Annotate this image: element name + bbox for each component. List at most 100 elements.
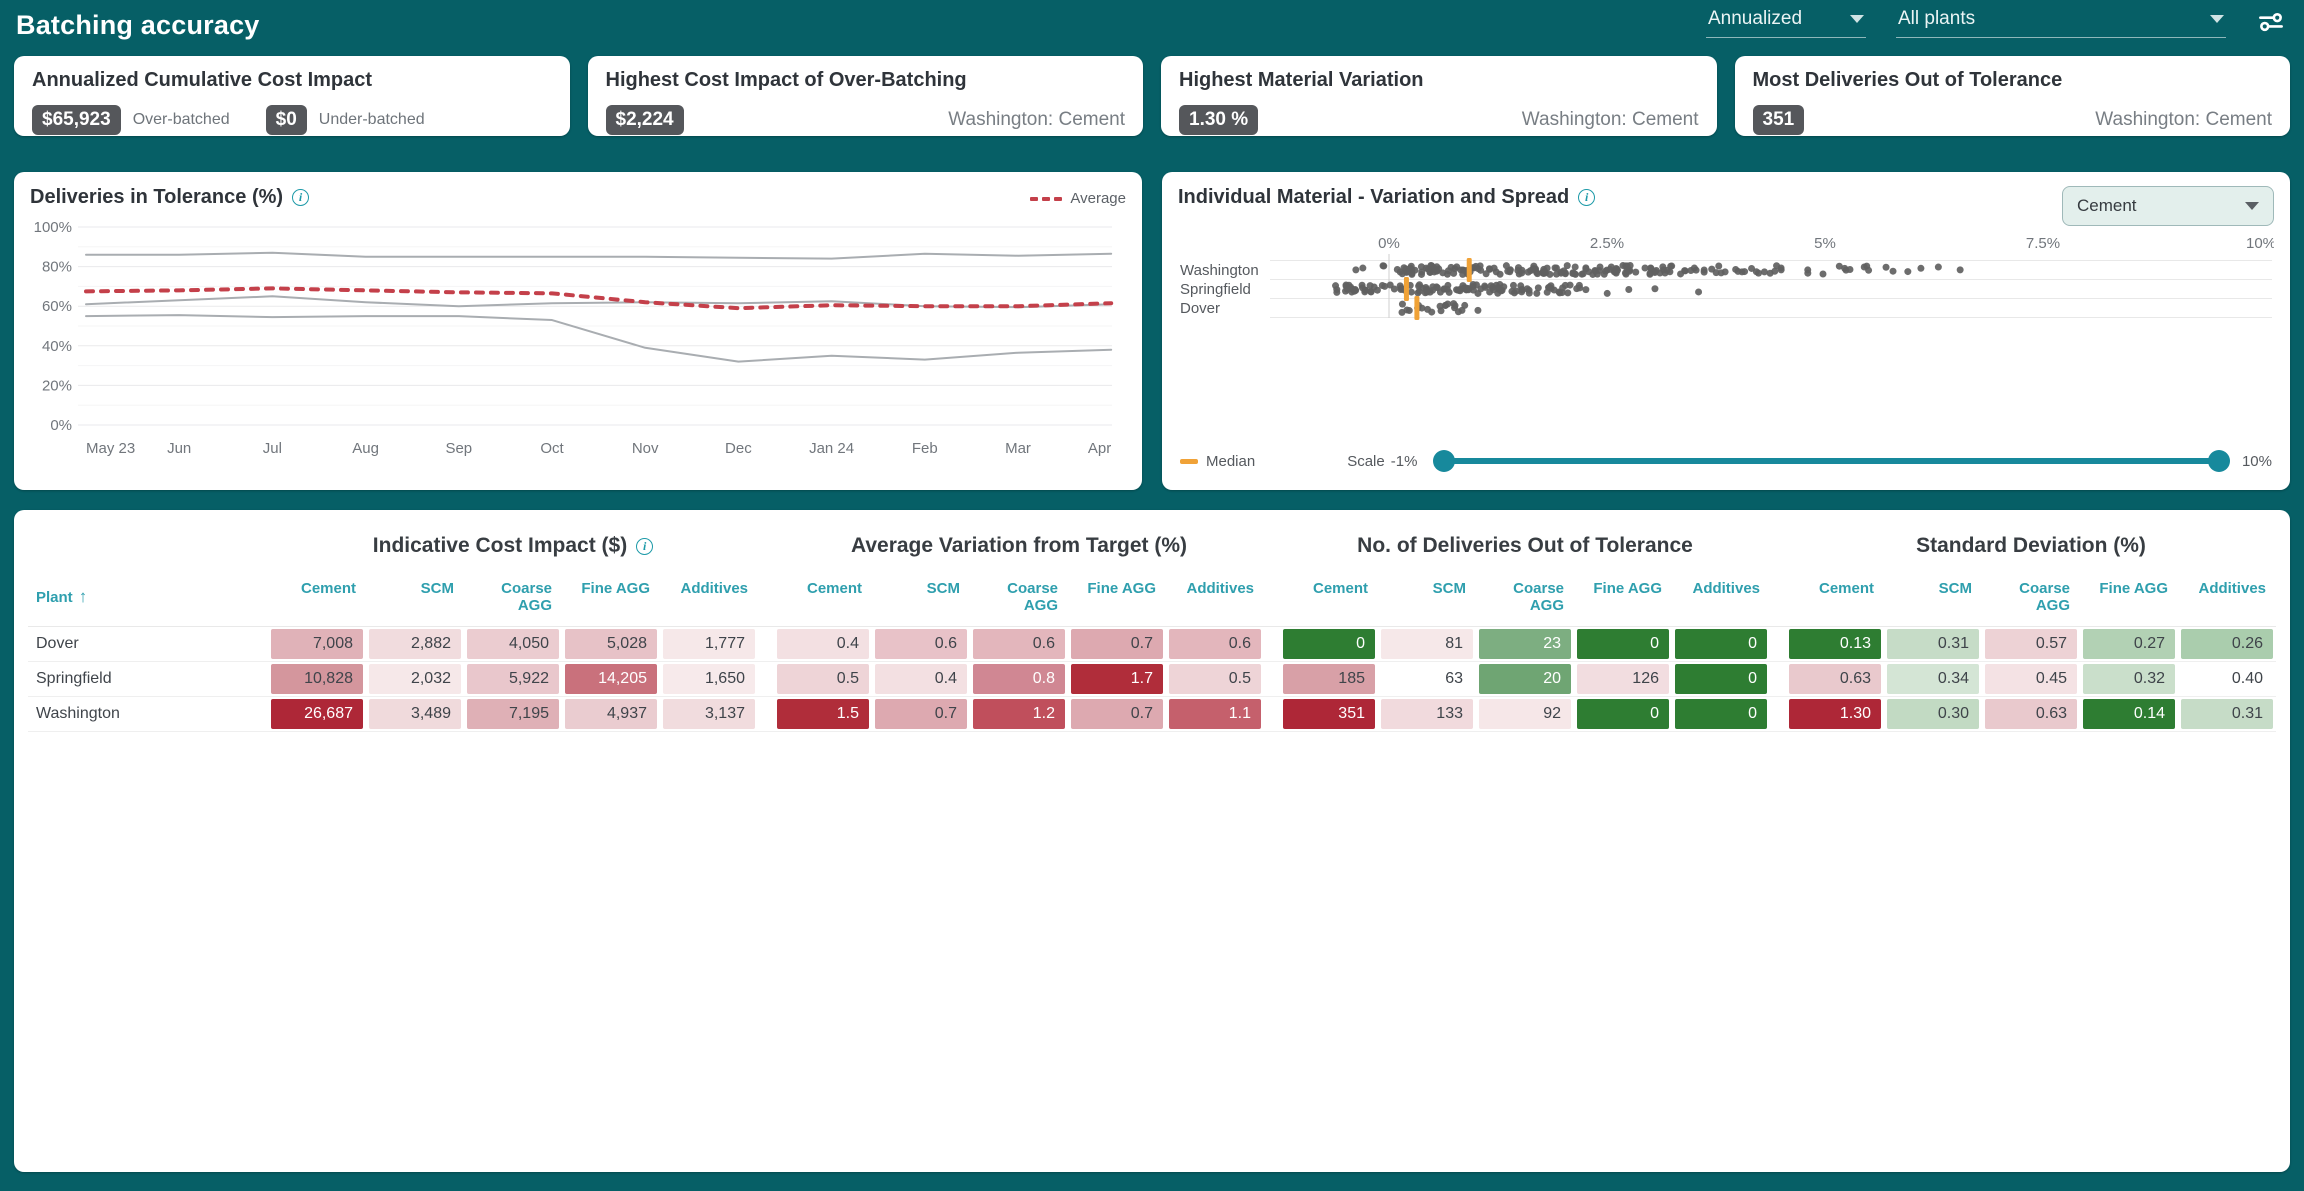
cell-value: 1.1	[1169, 699, 1261, 729]
column-header-coarse-agg[interactable]: Coarse AGG	[501, 580, 552, 614]
cell-value: 0.7	[875, 699, 967, 729]
cell-value: 0.6	[875, 629, 967, 659]
column-header-scm[interactable]: SCM	[1938, 580, 1972, 597]
period-dropdown[interactable]: Annualized	[1706, 6, 1866, 38]
settings-tune-button[interactable]	[2256, 7, 2286, 40]
cell-value: 1.7	[1071, 664, 1163, 694]
group-gap	[1264, 627, 1280, 662]
column-header-cement[interactable]: Cement	[1312, 580, 1368, 597]
cell-value: 0.4	[777, 629, 869, 659]
data-point	[1393, 266, 1401, 274]
plant-column-header[interactable]: Plant ↑	[28, 570, 268, 626]
x-axis-tick: Jul	[263, 440, 282, 457]
x-axis-tick: Apr	[1088, 440, 1111, 457]
data-point	[1835, 262, 1843, 270]
cell-value: 185	[1283, 664, 1375, 694]
table-cell: 0.7	[872, 697, 970, 732]
table-cell: 2,032	[366, 662, 464, 697]
column-header-fine-agg[interactable]: Fine AGG	[2099, 580, 2168, 597]
data-point	[1771, 267, 1779, 275]
cell-value: 1.30	[1789, 699, 1881, 729]
column-header-fine-agg[interactable]: Fine AGG	[1593, 580, 1662, 597]
group-header-2: Average Variation from Target (%)	[850, 534, 1188, 557]
under-batched-badge: $0	[265, 105, 307, 135]
page-title: Batching accuracy	[16, 10, 260, 40]
column-header-coarse-agg[interactable]: Coarse AGG	[1007, 580, 1058, 614]
data-point	[1557, 269, 1565, 277]
plants-dropdown[interactable]: All plants	[1896, 6, 2226, 38]
data-point	[1367, 288, 1375, 296]
value-badge: 351	[1752, 105, 1805, 135]
slider-track[interactable]	[1441, 458, 2222, 464]
data-point	[1454, 308, 1462, 316]
table-cell: 14,205	[562, 662, 660, 697]
y-axis-tick: 100%	[34, 219, 72, 236]
period-dropdown-value: Annualized	[1708, 8, 1803, 29]
data-point	[1390, 285, 1398, 293]
data-point	[1472, 262, 1480, 270]
x-axis-tick: 5%	[1814, 236, 1836, 252]
info-icon[interactable]: i	[292, 189, 310, 206]
outlier-point	[1474, 306, 1482, 314]
outlier-point	[1352, 266, 1360, 274]
cell-value: 1,777	[663, 629, 755, 659]
data-point	[1429, 283, 1437, 291]
column-header-scm[interactable]: SCM	[420, 580, 454, 597]
y-axis-tick: 80%	[42, 259, 72, 276]
column-header-additives[interactable]: Additives	[1692, 580, 1760, 597]
column-header-fine-agg[interactable]: Fine AGG	[1087, 580, 1156, 597]
table-cell: 4,937	[562, 697, 660, 732]
slider-handle-max[interactable]	[2207, 450, 2230, 472]
scale-slider[interactable]	[1433, 449, 2230, 473]
table-cell: 3,137	[660, 697, 758, 732]
column-header-cement[interactable]: Cement	[806, 580, 862, 597]
data-point	[1687, 266, 1695, 274]
data-point	[1529, 265, 1537, 273]
group-gap	[758, 697, 774, 732]
column-header-coarse-agg[interactable]: Coarse AGG	[2019, 580, 2070, 614]
data-point	[1350, 287, 1358, 295]
sort-ascending-icon: ↑	[78, 587, 88, 606]
group-gap	[1770, 570, 1786, 626]
table-cell: 0.40	[2178, 662, 2276, 697]
column-header-cement[interactable]: Cement	[300, 580, 356, 597]
median-swatch	[1180, 458, 1198, 464]
column-header-scm[interactable]: SCM	[1432, 580, 1466, 597]
column-header-additives[interactable]: Additives	[680, 580, 748, 597]
x-axis-tick: 0%	[1378, 236, 1400, 252]
data-point	[1540, 269, 1548, 277]
data-point	[1408, 270, 1416, 278]
under-batched-label: Under-batched	[318, 111, 425, 128]
data-point	[1366, 282, 1374, 290]
kpi-card-cumulative-cost: Annualized Cumulative Cost Impact $65,92…	[14, 56, 570, 136]
dropdown-underline	[1896, 37, 2226, 38]
slider-handle-min[interactable]	[1433, 450, 1456, 472]
data-point	[1717, 269, 1725, 277]
cell-value: 0.7	[1071, 699, 1163, 729]
table-cell: 81	[1378, 627, 1476, 662]
data-point	[1534, 284, 1542, 292]
column-header-fine-agg[interactable]: Fine AGG	[581, 580, 650, 597]
over-batched-label: Over-batched	[132, 111, 230, 128]
info-icon[interactable]: i	[1578, 189, 1596, 206]
y-axis-tick: 40%	[42, 338, 72, 355]
cell-value: 7,008	[271, 629, 363, 659]
outlier-point	[1651, 285, 1659, 293]
value-badge: 1.30 %	[1179, 105, 1259, 135]
table-cell: 0.45	[1982, 662, 2080, 697]
column-header-coarse-agg[interactable]: Coarse AGG	[1513, 580, 1564, 614]
info-icon[interactable]: i	[636, 537, 654, 555]
table-cell: 2,882	[366, 627, 464, 662]
material-dropdown[interactable]: Cement	[2062, 186, 2274, 226]
data-point	[1455, 286, 1463, 294]
column-header-cement[interactable]: Cement	[1818, 580, 1874, 597]
cell-value: 4,937	[565, 699, 657, 729]
cell-value: 0.40	[2181, 664, 2273, 694]
cell-value: 0.63	[1985, 699, 2077, 729]
column-header-additives[interactable]: Additives	[2198, 580, 2266, 597]
data-point	[1489, 286, 1497, 294]
cell-value: 0	[1577, 699, 1669, 729]
column-header-additives[interactable]: Additives	[1186, 580, 1254, 597]
column-header-scm[interactable]: SCM	[926, 580, 960, 597]
kpi-subtitle: Washington: Cement	[948, 109, 1125, 130]
